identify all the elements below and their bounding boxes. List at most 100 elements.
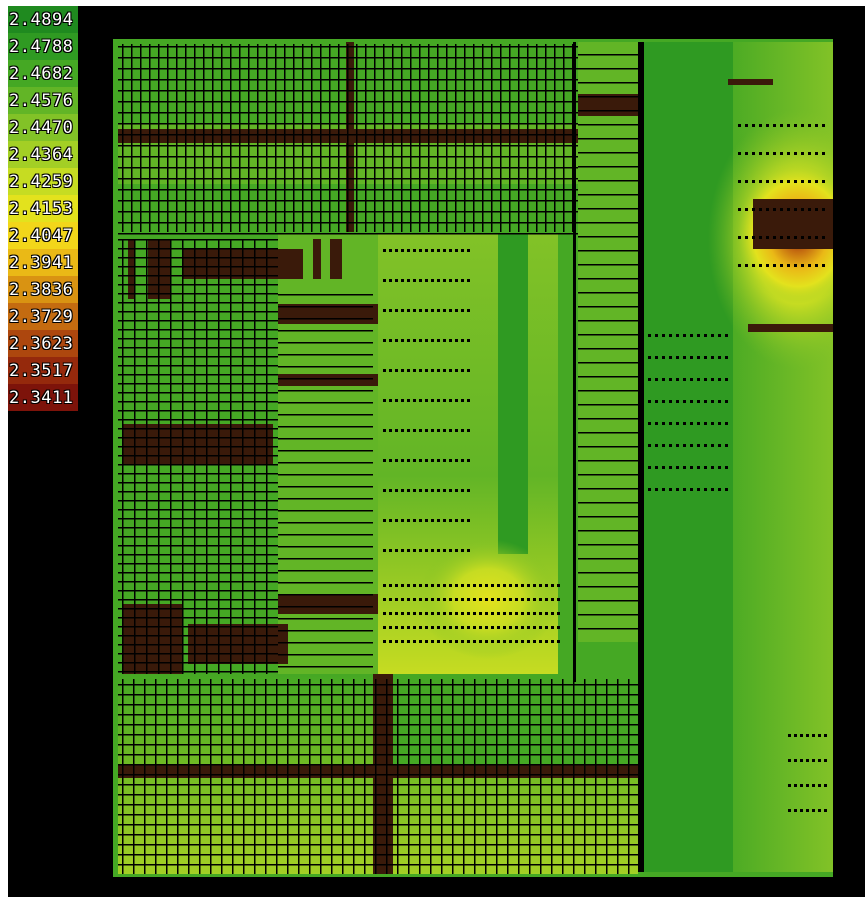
rail-h — [278, 570, 373, 572]
rail-h — [278, 630, 373, 632]
via-dot — [485, 612, 488, 615]
via-dot — [676, 422, 679, 425]
via-dot — [413, 459, 416, 462]
rail-h — [118, 684, 638, 686]
via-dot — [759, 124, 762, 127]
via-dot — [431, 369, 434, 372]
via-dot — [431, 549, 434, 552]
via-dot — [395, 429, 398, 432]
via-dot — [521, 598, 524, 601]
legend-swatch: 2.4364 — [8, 141, 78, 168]
via-dot — [801, 180, 804, 183]
via-dot — [669, 378, 672, 381]
via-dot — [824, 734, 827, 737]
rail-h — [278, 510, 373, 512]
macro-block — [278, 374, 378, 386]
via-dot — [711, 444, 714, 447]
via-dot — [815, 208, 818, 211]
via-dot — [718, 466, 721, 469]
via-dot — [419, 339, 422, 342]
via-dot — [455, 549, 458, 552]
via-dot — [401, 640, 404, 643]
rail-v — [474, 679, 476, 874]
via-dot — [461, 339, 464, 342]
rail-v — [266, 44, 268, 232]
macro-block — [728, 79, 773, 85]
rail-h — [118, 302, 278, 304]
via-dot — [773, 236, 776, 239]
via-dot — [461, 519, 464, 522]
via-dot — [773, 124, 776, 127]
via-dot — [455, 399, 458, 402]
rail-v — [133, 679, 135, 874]
via-dot — [419, 309, 422, 312]
rail-v — [606, 679, 608, 874]
via-dot — [473, 626, 476, 629]
rail-h — [278, 606, 373, 608]
rail-v — [177, 679, 179, 874]
rail-v — [329, 44, 331, 232]
via-dot — [690, 334, 693, 337]
via-dot — [401, 459, 404, 462]
via-dot — [738, 208, 741, 211]
via-dot — [662, 422, 665, 425]
rail-v — [122, 239, 124, 674]
via-dot — [794, 784, 797, 787]
via-dot — [697, 466, 700, 469]
via-dot — [725, 444, 728, 447]
via-dot — [551, 626, 554, 629]
via-dot — [662, 356, 665, 359]
via-dot — [759, 180, 762, 183]
legend-swatch: 2.4153 — [8, 195, 78, 222]
rail-h — [118, 694, 638, 696]
macro-block — [313, 239, 321, 279]
rail-h — [578, 264, 640, 266]
via-dot — [401, 249, 404, 252]
via-dot — [662, 488, 665, 491]
via-dot — [683, 356, 686, 359]
via-dot — [431, 309, 434, 312]
via-dot — [413, 429, 416, 432]
rail-h — [278, 558, 373, 560]
via-dot — [383, 489, 386, 492]
rail-v — [545, 44, 547, 232]
rail-v — [185, 44, 187, 232]
rail-v — [463, 679, 465, 874]
via-dot — [449, 584, 452, 587]
via-dot — [467, 369, 470, 372]
macro-block — [346, 42, 354, 232]
via-dot — [425, 429, 428, 432]
via-dot — [467, 399, 470, 402]
via-dot — [443, 519, 446, 522]
rail-h — [118, 626, 278, 628]
rail-v — [203, 44, 205, 232]
via-dot — [431, 459, 434, 462]
via-dot — [449, 489, 452, 492]
via-dot — [557, 640, 560, 643]
via-dot — [467, 249, 470, 252]
via-dot — [551, 640, 554, 643]
via-dot — [824, 809, 827, 812]
rail-h — [578, 628, 640, 630]
via-dot — [467, 309, 470, 312]
rail-h — [118, 320, 278, 322]
via-dot — [539, 598, 542, 601]
via-dot — [655, 488, 658, 491]
via-dot — [725, 334, 728, 337]
rail-v — [455, 44, 457, 232]
via-dot — [407, 519, 410, 522]
via-dot — [648, 422, 651, 425]
via-dot — [455, 626, 458, 629]
via-dot — [401, 309, 404, 312]
rail-v — [595, 679, 597, 874]
via-dot — [780, 264, 783, 267]
via-dot — [801, 208, 804, 211]
via-dot — [383, 626, 386, 629]
rail-v — [364, 679, 366, 874]
via-dot — [801, 152, 804, 155]
via-dot — [704, 378, 707, 381]
via-dot — [704, 356, 707, 359]
rail-v — [356, 44, 358, 232]
via-dot — [521, 584, 524, 587]
via-dot — [497, 584, 500, 587]
